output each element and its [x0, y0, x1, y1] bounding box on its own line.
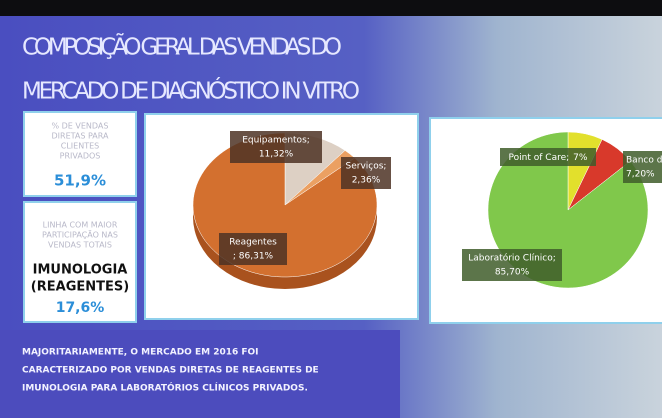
category-label: Banco de Sangue;	[626, 156, 662, 166]
category-label: Equipamentos;	[242, 136, 310, 146]
stat-label: PARTICIPAÇÃO NAS	[42, 230, 118, 240]
value-label: ; 86,31%	[233, 252, 274, 262]
stat-label: LINHA COM MAIOR	[43, 221, 118, 230]
stat-label: % DE VENDAS	[52, 122, 109, 131]
slide-photo: COMPOSIÇÃO GERAL DAS VENDAS DO MERCADO DE…	[0, 0, 662, 418]
category-label: Reagentes	[229, 238, 277, 248]
stat-label: DIRETAS PARA	[52, 132, 110, 141]
value-label: 7,20%	[626, 170, 655, 180]
category-label: Laboratório Clínico;	[468, 253, 556, 264]
slide-title: COMPOSIÇÃO GERAL DAS VENDAS DO	[22, 33, 342, 61]
footer-text: MAJORITARIAMENTE, O MERCADO EM 2016 FOI	[22, 348, 259, 358]
slide-title: MERCADO DE DIAGNÓSTICO IN VITRO	[22, 77, 360, 105]
page: COMPOSIÇÃO GERAL DAS VENDAS DO MERCADO DE…	[0, 0, 662, 418]
stat-highlight: IMUNOLOGIA	[33, 263, 128, 278]
stat-value: 17,6%	[56, 300, 105, 316]
category-label: Serviços;	[346, 162, 387, 172]
stat-highlight: (REAGENTES)	[31, 280, 129, 295]
value-label: 11,32%	[259, 150, 294, 160]
footer-text: IMUNOLOGIA PARA LABORATÓRIOS CLÍNICOS PR…	[22, 382, 308, 394]
stat-label: CLIENTES	[61, 142, 99, 151]
value-label: 2,36%	[352, 176, 381, 186]
footer-text: CARACTERIZADO POR VENDAS DIRETAS DE REAG…	[22, 366, 319, 376]
category-label: Point of Care;	[509, 153, 570, 163]
value-label: 7%	[573, 153, 588, 163]
data-label: Point of Care;7%	[509, 153, 588, 163]
stat-label: PRIVADOS	[60, 152, 101, 161]
stat-value: 51,9%	[54, 172, 106, 190]
top-band	[0, 0, 662, 16]
stat-label: VENDAS TOTAIS	[48, 241, 112, 250]
value-label: 85,70%	[495, 268, 530, 278]
